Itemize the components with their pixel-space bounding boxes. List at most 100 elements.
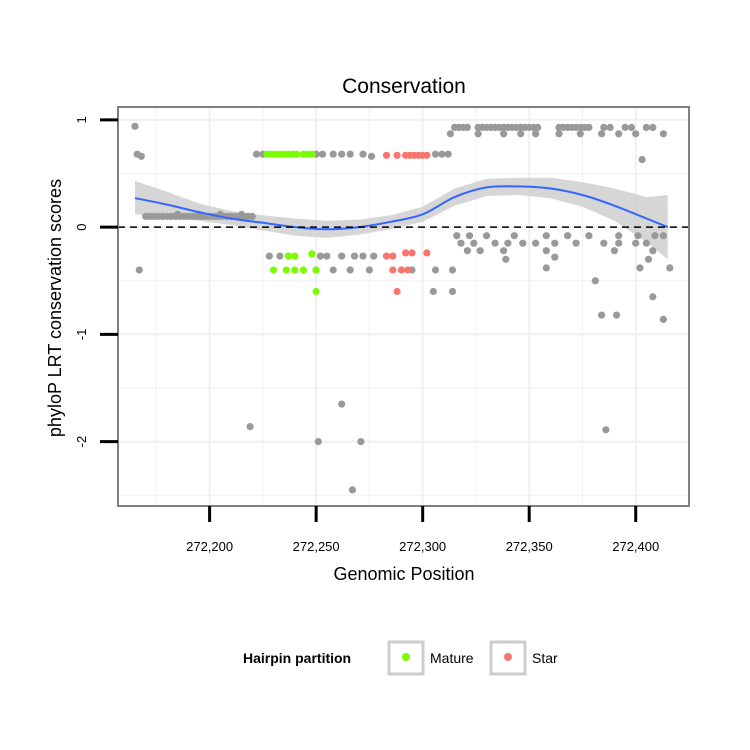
point-other	[252, 150, 261, 158]
point-other	[329, 150, 337, 158]
point-other	[649, 123, 657, 131]
point-other	[659, 232, 668, 240]
point-mature	[312, 266, 320, 274]
panel-border	[117, 106, 690, 507]
point-star	[389, 252, 397, 260]
point-other	[431, 266, 440, 274]
point-other	[465, 232, 474, 240]
point-other	[638, 156, 646, 164]
point-other	[651, 232, 659, 240]
point-other	[615, 239, 623, 247]
point-other	[613, 311, 621, 319]
point-star	[397, 266, 405, 274]
point-other	[649, 293, 657, 301]
point-other	[174, 210, 182, 218]
y-tick-label: 0	[74, 223, 89, 230]
point-other	[564, 232, 572, 240]
point-other	[365, 266, 373, 274]
point-mature	[293, 150, 301, 158]
point-other	[551, 253, 559, 261]
point-other	[502, 255, 510, 263]
point-other	[510, 232, 518, 240]
point-other	[517, 130, 525, 138]
point-other	[329, 266, 337, 274]
point-other	[338, 252, 346, 260]
point-mature	[282, 266, 290, 274]
point-other	[359, 252, 367, 260]
point-other	[370, 252, 378, 260]
point-mature	[291, 252, 299, 260]
point-other	[642, 239, 651, 247]
point-other	[357, 438, 365, 446]
point-other	[246, 423, 254, 431]
point-other	[600, 239, 608, 247]
point-other	[642, 123, 651, 131]
point-other	[576, 130, 584, 138]
point-mature	[269, 266, 278, 274]
point-other	[429, 287, 437, 296]
smooth-confidence-band	[135, 177, 668, 260]
point-mature	[291, 266, 299, 274]
point-other	[542, 264, 550, 272]
point-mature	[308, 250, 316, 258]
y-axis-title: phyloP LRT conservation scores	[45, 179, 65, 437]
point-other	[542, 247, 550, 255]
point-other	[591, 277, 599, 285]
point-other	[519, 239, 527, 247]
y-tick-label: -1	[74, 329, 89, 341]
point-star	[423, 151, 431, 159]
point-mature	[299, 266, 307, 274]
legend-dot-mature	[402, 653, 410, 661]
plot-panel	[100, 106, 690, 522]
point-other	[431, 150, 440, 158]
point-other	[551, 239, 559, 247]
point-other	[500, 130, 508, 138]
x-tick-label: 272,300	[399, 539, 446, 554]
point-other	[359, 150, 367, 158]
point-other	[615, 130, 623, 138]
smooth-line	[134, 185, 669, 231]
legend-label-mature: Mature	[430, 650, 474, 666]
point-star	[408, 249, 416, 257]
point-other	[323, 252, 331, 260]
point-other	[446, 130, 454, 138]
point-other	[276, 252, 284, 260]
point-other	[659, 315, 668, 323]
point-other	[532, 239, 540, 247]
point-other	[606, 123, 614, 131]
point-star	[389, 266, 397, 274]
point-other	[137, 152, 145, 160]
point-other	[598, 311, 606, 319]
point-star	[423, 249, 431, 257]
point-other	[598, 130, 606, 138]
point-other	[350, 252, 359, 260]
point-star	[382, 151, 391, 159]
point-other	[491, 239, 499, 247]
point-mature	[308, 150, 316, 158]
legend-label-star: Star	[532, 650, 558, 666]
point-other	[338, 150, 346, 158]
chart-title: Conservation	[342, 75, 466, 98]
point-other	[632, 239, 640, 247]
x-tick-label: 272,250	[293, 539, 340, 554]
point-other	[621, 123, 629, 131]
point-other	[532, 130, 540, 138]
point-other	[572, 239, 580, 247]
point-other	[338, 400, 346, 408]
point-other	[555, 130, 563, 138]
point-other	[131, 122, 139, 130]
point-mature	[312, 287, 320, 296]
point-other	[448, 266, 457, 274]
point-other	[135, 266, 143, 274]
point-other	[346, 266, 354, 274]
point-other	[457, 239, 465, 247]
point-other	[474, 130, 482, 138]
point-star	[382, 252, 391, 260]
point-other	[659, 130, 668, 138]
y-tick-label: 1	[74, 116, 89, 123]
point-star	[402, 249, 410, 257]
point-other	[448, 287, 457, 296]
panel-background	[118, 107, 689, 506]
point-other	[238, 210, 246, 218]
x-tick-label: 272,200	[186, 539, 233, 554]
